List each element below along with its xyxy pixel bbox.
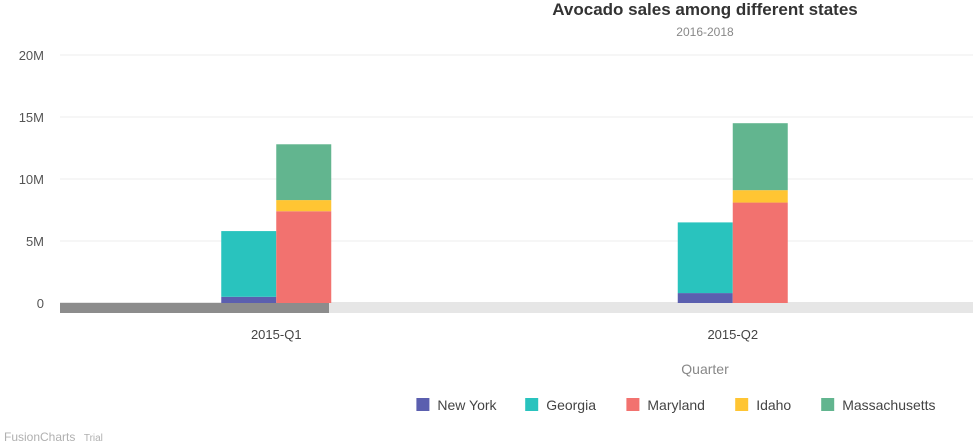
watermark-tag: Trial bbox=[84, 433, 103, 442]
legend-label: New York bbox=[437, 397, 497, 413]
x-axis: 2015-Q1 2015-Q2 bbox=[251, 327, 758, 342]
watermark: FusionCharts Trial bbox=[4, 428, 103, 442]
legend-swatch bbox=[626, 398, 640, 411]
bar-maryland[interactable] bbox=[276, 211, 332, 303]
y-tick-label: 0 bbox=[37, 296, 44, 311]
y-tick-label: 10M bbox=[19, 172, 44, 187]
legend-item[interactable]: Idaho bbox=[735, 397, 791, 413]
legend-item[interactable]: Maryland bbox=[626, 397, 705, 413]
bar-georgia[interactable] bbox=[221, 231, 277, 297]
bar-new-york[interactable] bbox=[677, 293, 733, 303]
x-tick-label: 2015-Q1 bbox=[251, 327, 302, 342]
watermark-brand: FusionCharts bbox=[4, 430, 75, 442]
legend-swatch bbox=[735, 398, 749, 411]
legend-label: Massachusetts bbox=[842, 397, 935, 413]
y-tick-label: 5M bbox=[26, 234, 44, 249]
legend-label: Maryland bbox=[647, 397, 705, 413]
gridlines bbox=[60, 54, 973, 304]
bar-massachusetts[interactable] bbox=[732, 123, 788, 191]
bar-maryland[interactable] bbox=[732, 202, 788, 303]
legend-swatch bbox=[821, 398, 835, 411]
bar-georgia[interactable] bbox=[677, 222, 733, 294]
legend-item[interactable]: Georgia bbox=[525, 397, 596, 413]
chart-subtitle: 2016-2018 bbox=[676, 25, 734, 39]
bar-new-york[interactable] bbox=[221, 296, 277, 303]
legend-item[interactable]: New York bbox=[416, 397, 498, 413]
legend-label: Idaho bbox=[756, 397, 791, 413]
legend-label: Georgia bbox=[546, 397, 596, 413]
bars bbox=[221, 123, 788, 303]
bar-idaho[interactable] bbox=[276, 200, 332, 212]
legend-swatch bbox=[525, 398, 539, 411]
legend: New York Georgia Maryland Idaho Massachusett… bbox=[416, 397, 936, 413]
legend-item[interactable]: Massachusetts bbox=[821, 397, 936, 413]
y-tick-label: 20M bbox=[19, 48, 44, 63]
x-axis-title: Quarter bbox=[681, 361, 729, 377]
y-tick-label: 15M bbox=[19, 110, 44, 125]
y-axis: 0 5M 10M 15M 20M bbox=[19, 48, 44, 311]
scrollbar-track[interactable] bbox=[60, 303, 973, 313]
scrollbar-thumb[interactable] bbox=[60, 303, 329, 313]
legend-swatch bbox=[416, 398, 430, 411]
chart-title: Avocado sales among different states bbox=[552, 0, 857, 19]
x-tick-label: 2015-Q2 bbox=[707, 327, 758, 342]
bar-idaho[interactable] bbox=[732, 190, 788, 203]
bar-massachusetts[interactable] bbox=[276, 144, 332, 201]
